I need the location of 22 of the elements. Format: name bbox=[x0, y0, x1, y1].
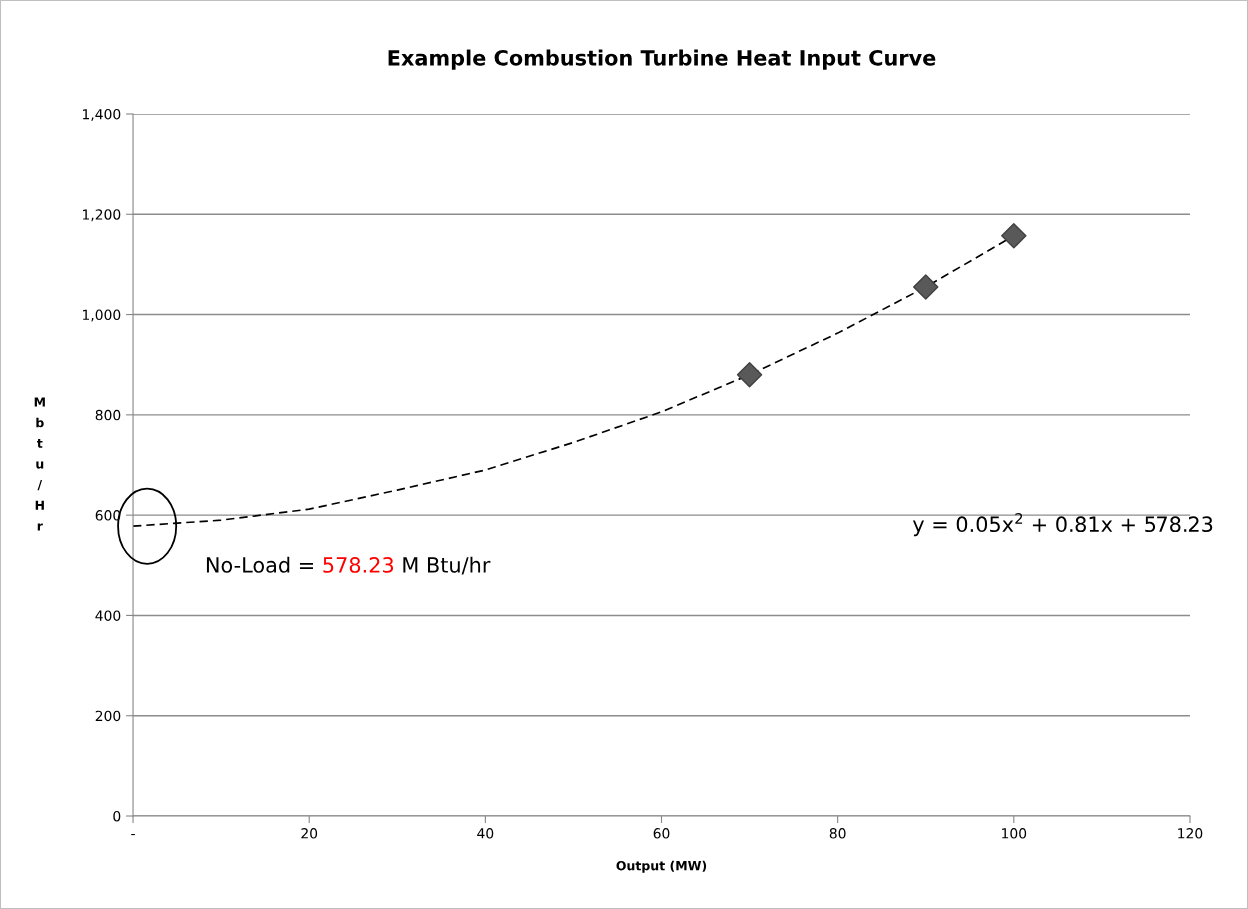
y-tick-label: 1,200 bbox=[83, 209, 121, 222]
x-tick-label: 100 bbox=[1002, 828, 1027, 839]
y-tick-label: 800 bbox=[95, 409, 121, 421]
point bbox=[1001, 223, 1027, 249]
x-tick-label: 20 bbox=[301, 828, 318, 839]
y-tick-label: 200 bbox=[95, 710, 121, 722]
x-tick-label: 60 bbox=[653, 828, 670, 839]
y-axis-title: Mbtu/Hr bbox=[34, 397, 45, 531]
chart-title: Example Combustion Turbine Heat Input Curve bbox=[388, 49, 936, 70]
y-tick-label: 0 bbox=[113, 810, 121, 822]
y-tick-label: 400 bbox=[95, 610, 121, 621]
y-tick-label: 1,400 bbox=[83, 108, 121, 121]
x-axis-title: Output (MW) bbox=[616, 860, 707, 873]
annotation: No-Load = 578.23 M Btu/hr bbox=[206, 556, 491, 575]
annotation: y = 0.05x$^{2}$ + 0.81x + 578.23 bbox=[912, 513, 1213, 537]
x-tick-label: 40 bbox=[477, 828, 494, 839]
point bbox=[913, 274, 939, 300]
y-tick-label: 1,000 bbox=[83, 309, 121, 322]
x-tick-label: 120 bbox=[1178, 828, 1203, 839]
x-tick-label: - bbox=[131, 834, 135, 836]
x-tick-label: 80 bbox=[829, 828, 846, 839]
point bbox=[736, 362, 763, 388]
